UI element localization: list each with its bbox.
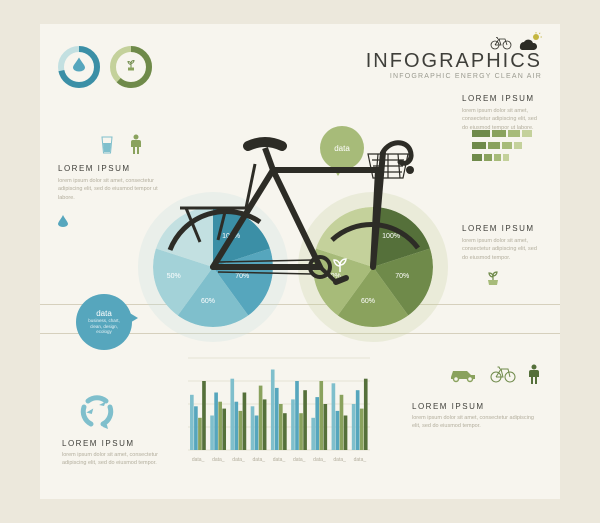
heading: LOREM IPSUM [412, 402, 542, 411]
text-block-right-mid: LOREM IPSUM lorem ipsum dolor sit amet, … [462, 224, 542, 262]
body: lorem ipsum dolor sit amet, consectetur … [62, 451, 182, 468]
bicycle-icon [490, 36, 512, 50]
leaf-center-icon [330, 254, 350, 279]
subtitle: INFOGRAPHIC ENERGY CLEAN AIR [366, 73, 542, 80]
sprout-pot-icon [484, 268, 502, 291]
segmented-bars [472, 130, 542, 166]
bottom-right-icons [448, 364, 540, 384]
person-small-icon [528, 364, 540, 384]
body: lorem ipsum dolor sit amet, consectetur … [462, 237, 542, 262]
bar-chart: data_ data_ data_ data_ data_ data_ data_ data_… [182, 354, 372, 464]
text-block-bot-right: LOREM IPSUM lorem ipsum dolor sit amet, … [412, 402, 542, 431]
body: lorem ipsum dolor sit amet, consectetur … [412, 414, 542, 431]
text-block-bot-left: LOREM IPSUM lorem ipsum dolor sit amet, … [62, 439, 182, 468]
svg-text:data_: data_ [293, 457, 306, 463]
text-block-top-right: LOREM IPSUM lorem ipsum dolor sit amet, … [462, 94, 542, 132]
bubble-sub: business, chart, clean, design, ecology [76, 318, 132, 334]
donut-plant [110, 46, 152, 88]
cloud-sun-icon [516, 32, 542, 50]
drop-icon [73, 58, 85, 72]
body: lorem ipsum dolor sit amet, consectetur … [462, 107, 542, 132]
bicycle-small-icon [490, 365, 516, 383]
svg-text:data_: data_ [313, 457, 326, 463]
svg-text:data_: data_ [253, 457, 266, 463]
svg-text:data_: data_ [333, 457, 346, 463]
svg-text:data_: data_ [212, 457, 225, 463]
title-block: INFOGRAPHICS INFOGRAPHIC ENERGY CLEAN AI… [366, 50, 542, 80]
svg-text:data_: data_ [273, 457, 286, 463]
svg-text:data_: data_ [232, 457, 245, 463]
infographic-canvas: INFOGRAPHICS INFOGRAPHIC ENERGY CLEAN AI… [40, 24, 560, 499]
bicycle-illustration [110, 100, 450, 320]
heading: LOREM IPSUM [462, 94, 542, 103]
recycle-icon [75, 389, 119, 438]
svg-text:data_: data_ [192, 457, 205, 463]
sprout-icon [124, 58, 138, 72]
drop-small-icon [58, 214, 68, 232]
car-icon [448, 365, 478, 383]
heading: LOREM IPSUM [62, 439, 182, 448]
main-title: INFOGRAPHICS [366, 50, 542, 73]
header-icons [490, 32, 542, 50]
svg-text:data_: data_ [354, 457, 367, 463]
donut-icons [58, 46, 158, 93]
donut-water [58, 46, 100, 88]
heading: LOREM IPSUM [462, 224, 542, 233]
